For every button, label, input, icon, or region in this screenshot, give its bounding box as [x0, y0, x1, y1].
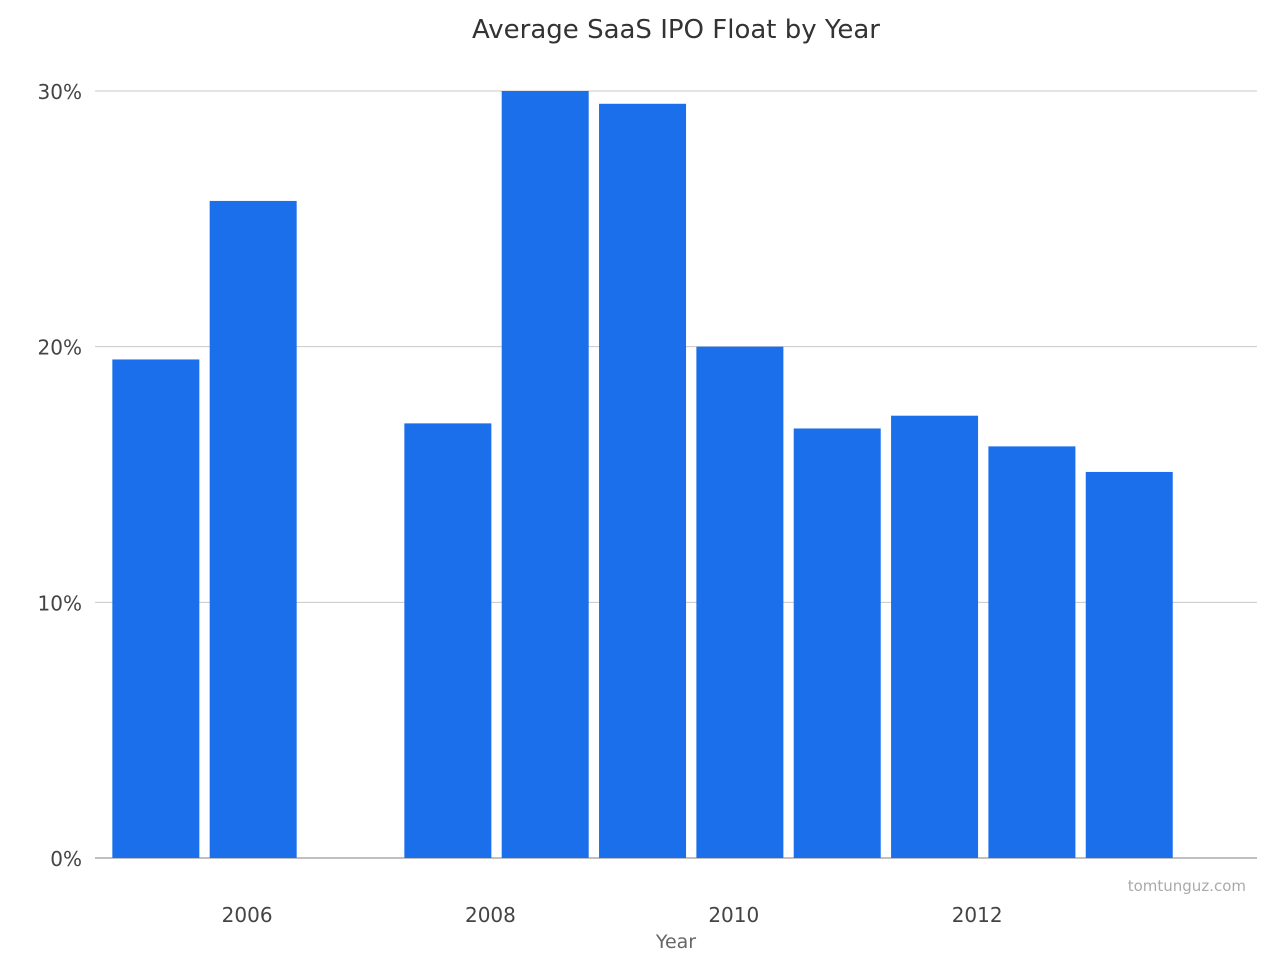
bar [891, 415, 979, 858]
bar [209, 200, 297, 859]
bar [599, 103, 687, 859]
y-axis-ticks: 0% 10% 20% 30% [38, 80, 82, 871]
x-tick-label: 2008 [465, 903, 516, 927]
x-tick-label: 2012 [952, 903, 1003, 927]
bar [988, 446, 1076, 858]
bar [696, 346, 784, 858]
bar [404, 423, 492, 858]
y-tick-label: 20% [38, 336, 82, 360]
y-tick-label: 10% [38, 591, 82, 615]
bar [1085, 471, 1173, 858]
bar [793, 428, 881, 858]
bar [501, 91, 589, 858]
y-tick-label: 30% [38, 80, 82, 104]
y-tick-label: 0% [50, 847, 82, 871]
bars [112, 91, 1173, 859]
watermark-label: tomtunguz.com [1128, 877, 1246, 895]
x-tick-label: 2010 [708, 903, 759, 927]
x-tick-label: 2006 [222, 903, 273, 927]
chart-title: Average SaaS IPO Float by Year [472, 15, 880, 45]
x-axis-title: Year [655, 931, 696, 953]
bar [112, 359, 200, 858]
x-axis-ticks: 2006 2008 2010 2012 [222, 903, 1003, 927]
